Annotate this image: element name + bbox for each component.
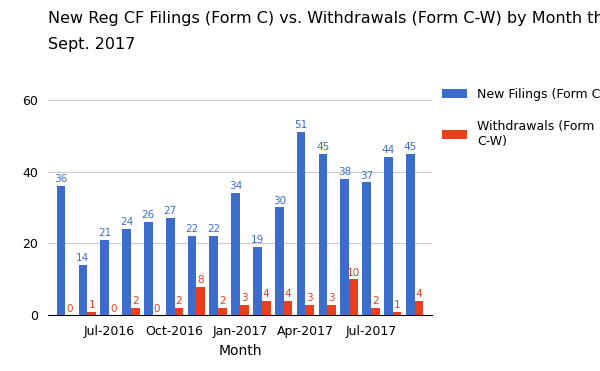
Bar bbox=[209, 236, 218, 315]
Text: 37: 37 bbox=[360, 171, 373, 181]
Bar bbox=[284, 301, 292, 315]
Legend: New Filings (Form C), Withdrawals (Form
C-W): New Filings (Form C), Withdrawals (Form … bbox=[442, 88, 600, 148]
Bar bbox=[275, 207, 284, 315]
Text: 2: 2 bbox=[372, 296, 379, 306]
Text: 45: 45 bbox=[316, 142, 329, 152]
Text: 45: 45 bbox=[404, 142, 417, 152]
Bar bbox=[406, 154, 415, 315]
Bar bbox=[188, 236, 196, 315]
Bar bbox=[362, 182, 371, 315]
Bar bbox=[131, 308, 140, 315]
Text: 3: 3 bbox=[307, 293, 313, 303]
Text: 1: 1 bbox=[88, 300, 95, 310]
Text: 10: 10 bbox=[347, 267, 360, 278]
Bar bbox=[415, 301, 423, 315]
Text: 27: 27 bbox=[164, 207, 177, 216]
Text: 19: 19 bbox=[251, 235, 264, 245]
Text: 21: 21 bbox=[98, 228, 112, 238]
Text: 22: 22 bbox=[185, 224, 199, 234]
Bar bbox=[57, 186, 65, 315]
Text: 4: 4 bbox=[284, 289, 292, 299]
Bar bbox=[79, 265, 87, 315]
Bar bbox=[166, 218, 175, 315]
Text: Sept. 2017: Sept. 2017 bbox=[48, 37, 136, 52]
X-axis label: Month: Month bbox=[218, 344, 262, 358]
Text: 2: 2 bbox=[176, 296, 182, 306]
Bar bbox=[231, 193, 240, 315]
Text: 24: 24 bbox=[120, 217, 133, 227]
Text: 0: 0 bbox=[67, 303, 73, 313]
Bar bbox=[349, 279, 358, 315]
Text: 0: 0 bbox=[110, 303, 117, 313]
Bar bbox=[262, 301, 271, 315]
Bar bbox=[253, 247, 262, 315]
Bar bbox=[87, 312, 96, 315]
Text: 22: 22 bbox=[207, 224, 220, 234]
Text: 4: 4 bbox=[416, 289, 422, 299]
Text: 3: 3 bbox=[328, 293, 335, 303]
Text: 2: 2 bbox=[132, 296, 139, 306]
Bar bbox=[393, 312, 401, 315]
Text: 3: 3 bbox=[241, 293, 248, 303]
Bar bbox=[319, 154, 327, 315]
Text: 34: 34 bbox=[229, 181, 242, 191]
Text: 36: 36 bbox=[55, 174, 68, 184]
Bar bbox=[218, 308, 227, 315]
Bar bbox=[144, 222, 153, 315]
Bar bbox=[175, 308, 183, 315]
Bar bbox=[297, 132, 305, 315]
Text: 51: 51 bbox=[295, 120, 308, 130]
Text: 38: 38 bbox=[338, 167, 352, 177]
Bar bbox=[240, 305, 249, 315]
Bar bbox=[371, 308, 380, 315]
Text: 26: 26 bbox=[142, 210, 155, 220]
Text: 1: 1 bbox=[394, 300, 400, 310]
Text: 4: 4 bbox=[263, 289, 269, 299]
Text: 44: 44 bbox=[382, 145, 395, 155]
Bar bbox=[340, 179, 349, 315]
Bar bbox=[100, 240, 109, 315]
Bar bbox=[327, 305, 336, 315]
Bar bbox=[122, 229, 131, 315]
Text: 8: 8 bbox=[197, 275, 204, 285]
Text: New Reg CF Filings (Form C) vs. Withdrawals (Form C-W) by Month through: New Reg CF Filings (Form C) vs. Withdraw… bbox=[48, 11, 600, 26]
Text: 2: 2 bbox=[219, 296, 226, 306]
Bar bbox=[305, 305, 314, 315]
Bar bbox=[384, 157, 393, 315]
Text: 14: 14 bbox=[76, 253, 89, 263]
Text: 0: 0 bbox=[154, 303, 160, 313]
Bar bbox=[196, 286, 205, 315]
Text: 30: 30 bbox=[273, 196, 286, 206]
